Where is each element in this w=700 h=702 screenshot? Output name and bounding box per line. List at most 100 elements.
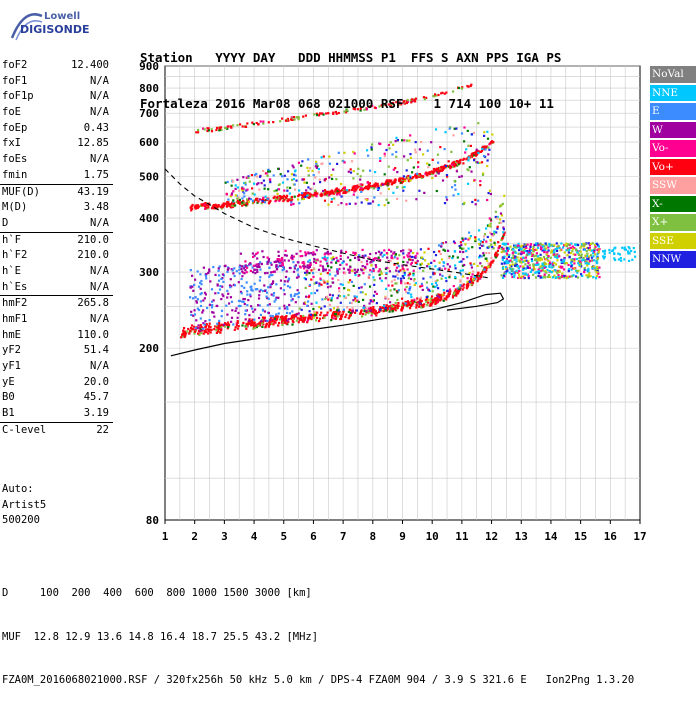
spread-echo — [270, 271, 273, 274]
trace-point — [217, 324, 220, 327]
spread-echo — [249, 293, 252, 296]
spread-echo — [240, 277, 243, 281]
spread-echo — [319, 264, 322, 267]
cluster-echo — [506, 269, 509, 272]
param-row: MUF(D) 43.19 — [0, 185, 113, 201]
spread-echo — [459, 269, 462, 272]
spread-echo — [339, 301, 342, 304]
spread-echo — [316, 289, 319, 292]
spread-echo — [499, 212, 503, 215]
trace-point — [434, 299, 437, 303]
trace-point — [316, 192, 319, 195]
cluster-echo — [506, 242, 509, 245]
spread-echo — [354, 300, 357, 303]
spread-echo — [268, 266, 271, 269]
spread-echo — [288, 303, 291, 307]
spread-echo — [442, 296, 445, 299]
spread-echo — [374, 252, 378, 255]
trace-point — [234, 326, 237, 329]
cluster-echo — [573, 246, 576, 250]
cluster-echo — [582, 258, 585, 261]
cluster-echo — [584, 254, 587, 257]
spread-echo — [326, 272, 329, 275]
cluster-echo — [598, 266, 601, 269]
spread-echo — [477, 238, 480, 241]
spread-echo — [242, 267, 246, 270]
spread-echo — [293, 267, 296, 270]
spread-echo — [254, 308, 257, 311]
param-divider — [0, 421, 113, 423]
trace-point — [441, 91, 444, 94]
spread-echo — [405, 285, 408, 289]
trace-point — [429, 300, 432, 303]
trace-point — [334, 191, 337, 194]
cluster-echo — [535, 248, 538, 251]
spread-echo — [293, 195, 296, 198]
spread-echo — [412, 272, 415, 275]
trace-point — [340, 189, 344, 192]
spread-echo — [389, 289, 392, 292]
cluster-echo — [552, 251, 555, 254]
spread-echo — [277, 312, 280, 315]
trace-point — [180, 336, 183, 339]
trace-point — [232, 205, 235, 208]
spread-echo — [442, 289, 445, 292]
trace-point — [390, 104, 393, 107]
spread-echo — [260, 263, 263, 266]
spread-echo — [241, 201, 244, 204]
spread-echo — [396, 171, 399, 174]
spread-echo — [262, 179, 265, 182]
trace-point — [301, 193, 304, 196]
trace-point — [348, 189, 351, 192]
spread-echo — [308, 310, 311, 313]
legend-item: W — [650, 121, 696, 138]
spread-echo — [364, 265, 367, 268]
param-value: 45.7 — [83, 391, 109, 404]
cluster-echo — [516, 244, 519, 247]
spread-echo — [195, 300, 198, 303]
cluster-echo — [515, 257, 518, 260]
spread-echo — [292, 270, 296, 273]
trace-point — [452, 293, 455, 296]
param-row: C-level 22 — [0, 423, 113, 439]
cluster-echo — [501, 276, 505, 279]
spread-echo — [419, 263, 422, 266]
spread-echo — [422, 153, 425, 156]
spread-echo — [392, 191, 395, 194]
cluster-echo — [559, 265, 562, 268]
spread-echo — [397, 265, 400, 268]
spread-echo — [226, 296, 229, 299]
spread-echo — [202, 299, 205, 302]
trace-point — [434, 170, 437, 173]
trace-point — [258, 322, 261, 325]
trace-point — [219, 331, 222, 334]
spread-echo — [464, 237, 467, 240]
trace-point — [444, 297, 448, 300]
trace-point — [353, 190, 356, 193]
param-name: yF2 — [2, 344, 21, 357]
spread-echo — [474, 236, 477, 239]
trace-point — [331, 314, 334, 317]
spread-echo — [371, 143, 374, 146]
trace-point — [211, 205, 214, 208]
trace-point — [189, 330, 192, 333]
spread-echo — [401, 139, 404, 142]
spread-echo — [382, 183, 385, 186]
spread-echo — [304, 195, 307, 199]
trace-point — [337, 111, 340, 115]
trace-point — [253, 321, 256, 324]
trace-point — [370, 186, 373, 189]
cluster-echo — [512, 254, 515, 257]
spread-echo — [255, 263, 258, 266]
param-name: foF1p — [2, 90, 34, 103]
trace-point — [182, 331, 185, 334]
spread-echo — [474, 239, 477, 243]
spread-echo — [290, 256, 293, 259]
trace-point — [255, 325, 258, 329]
trace-point — [339, 318, 342, 321]
spread-echo — [379, 277, 382, 280]
spread-echo — [229, 195, 232, 198]
trace-point — [246, 199, 249, 202]
spread-echo — [434, 128, 438, 131]
trace-point — [205, 206, 208, 209]
